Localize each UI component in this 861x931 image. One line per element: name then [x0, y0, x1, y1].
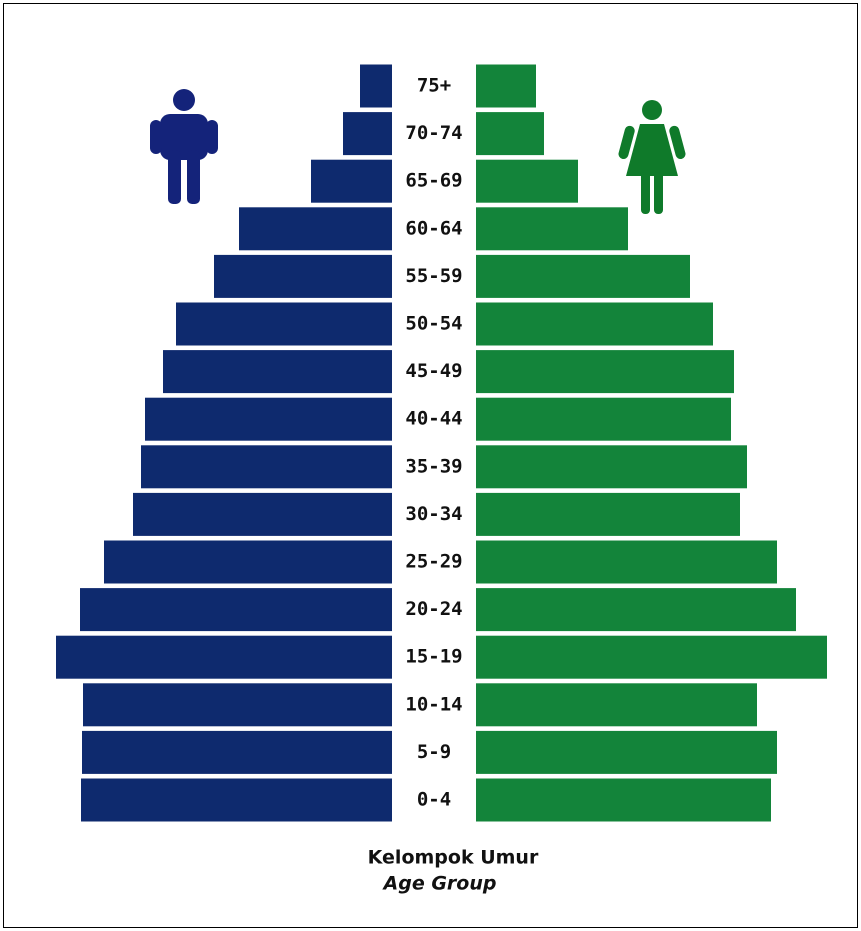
- male-bar: [80, 588, 392, 632]
- female-bar: [476, 778, 771, 822]
- age-group-label: 10-14: [405, 693, 462, 715]
- x-axis-label: Kelompok Umur: [368, 847, 539, 869]
- male-bar: [163, 350, 392, 394]
- age-group-label: 40-44: [405, 408, 462, 430]
- female-bar: [476, 254, 690, 298]
- male-bar: [82, 730, 392, 774]
- male-bar: [56, 635, 392, 679]
- female-bar: [476, 159, 578, 203]
- female-bar: [476, 588, 796, 632]
- age-group-label: 55-59: [405, 265, 462, 287]
- frame: [3, 3, 858, 928]
- male-bar: [239, 207, 392, 251]
- female-icon: [618, 100, 686, 214]
- age-group-label: 20-24: [405, 598, 462, 620]
- age-group-label: 45-49: [405, 360, 462, 382]
- female-bar: [476, 302, 713, 346]
- female-bar: [476, 207, 628, 251]
- age-group-label: 25-29: [405, 551, 462, 573]
- age-group-label: 65-69: [405, 170, 462, 192]
- age-group-label: 60-64: [405, 217, 462, 239]
- male-bar: [133, 492, 392, 536]
- male-icon: [150, 89, 218, 204]
- age-group-label: 30-34: [405, 503, 462, 525]
- male-bar: [83, 683, 392, 727]
- age-group-label: 70-74: [405, 122, 462, 144]
- age-group-label: 0-4: [417, 789, 451, 811]
- male-bar: [81, 778, 392, 822]
- female-bar: [476, 730, 777, 774]
- female-bar: [476, 397, 731, 441]
- male-bar: [360, 64, 392, 108]
- female-bar: [476, 64, 536, 108]
- age-group-label: 5-9: [417, 741, 451, 763]
- female-bar: [476, 540, 777, 584]
- female-bar: [476, 112, 544, 156]
- female-bar: [476, 635, 827, 679]
- age-group-label: 75+: [417, 75, 451, 97]
- female-bar: [476, 492, 740, 536]
- male-bar: [311, 159, 392, 203]
- male-bar: [343, 112, 392, 156]
- female-bar: [476, 350, 734, 394]
- age-group-label: 15-19: [405, 646, 462, 668]
- female-bar: [476, 445, 747, 489]
- male-bar: [141, 445, 392, 489]
- male-bar: [214, 254, 392, 298]
- female-bar: [476, 683, 757, 727]
- male-bar: [104, 540, 392, 584]
- male-bar: [145, 397, 392, 441]
- age-group-label: 50-54: [405, 313, 462, 335]
- x-axis-label-english: Age Group: [382, 873, 497, 895]
- age-group-label: 35-39: [405, 455, 462, 477]
- male-bar: [176, 302, 392, 346]
